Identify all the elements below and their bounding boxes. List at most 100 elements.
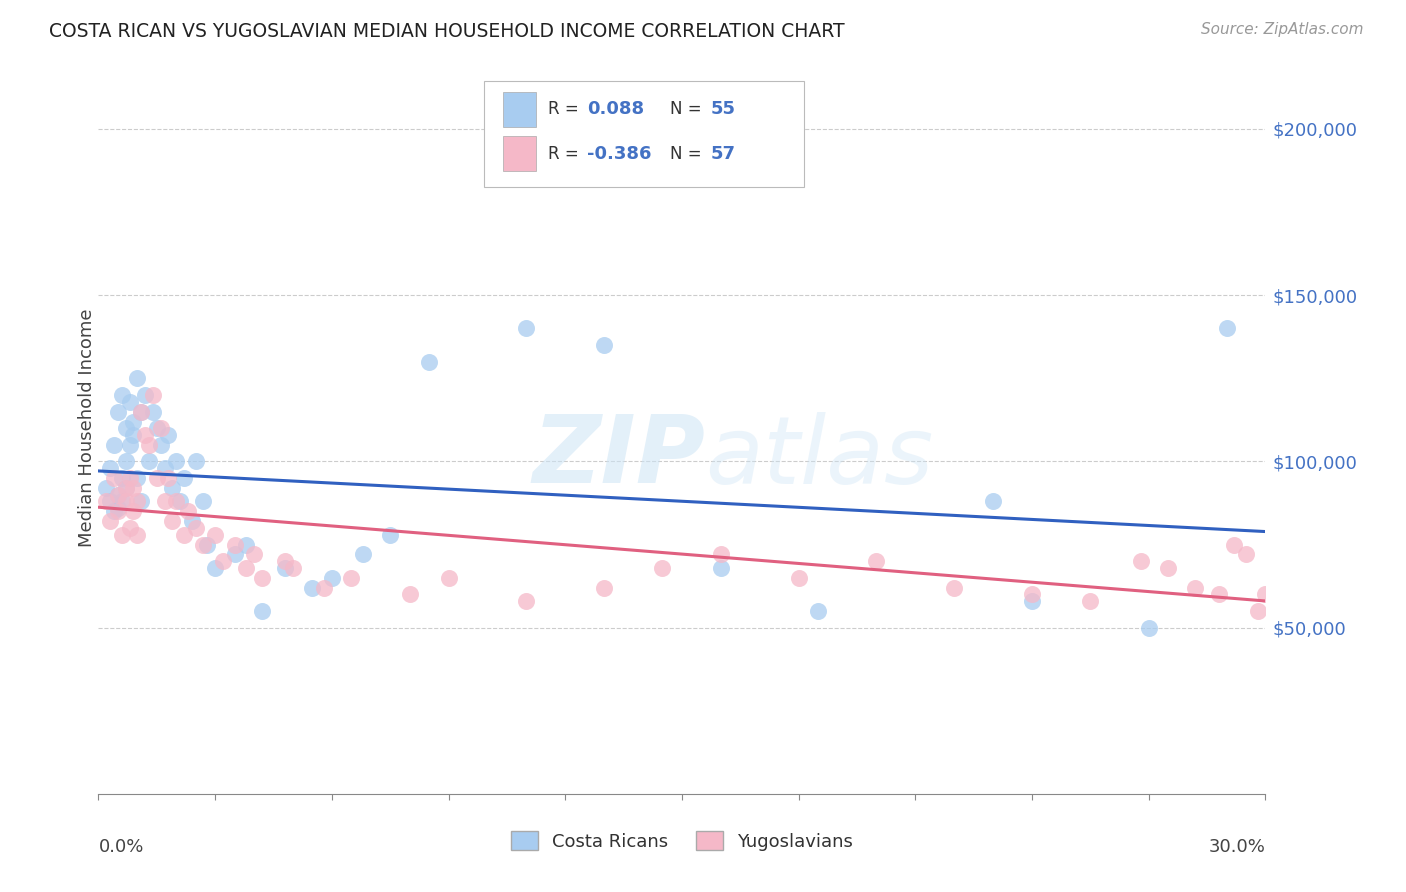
Point xyxy=(111,494,134,508)
Point xyxy=(153,494,176,508)
Point xyxy=(184,454,207,468)
Point xyxy=(1137,621,1160,635)
Text: R =: R = xyxy=(548,100,583,119)
Text: COSTA RICAN VS YUGOSLAVIAN MEDIAN HOUSEHOLD INCOME CORRELATION CHART: COSTA RICAN VS YUGOSLAVIAN MEDIAN HOUSEH… xyxy=(49,22,845,41)
Point xyxy=(274,561,297,575)
Point xyxy=(787,571,810,585)
Point xyxy=(312,581,335,595)
Point xyxy=(114,481,136,495)
Point xyxy=(153,461,176,475)
Point xyxy=(301,581,323,595)
Point xyxy=(111,388,134,402)
Point xyxy=(134,427,156,442)
Text: atlas: atlas xyxy=(706,412,934,503)
Point xyxy=(1254,587,1277,601)
Text: 0.088: 0.088 xyxy=(588,100,644,119)
Point xyxy=(1080,594,1102,608)
Point xyxy=(865,554,887,568)
Point xyxy=(138,454,160,468)
Point xyxy=(107,404,129,418)
Text: 0.0%: 0.0% xyxy=(98,838,143,855)
Point xyxy=(173,527,195,541)
Point xyxy=(177,504,200,518)
Point xyxy=(138,438,160,452)
Point xyxy=(146,471,169,485)
Text: ZIP: ZIP xyxy=(533,411,706,503)
Point xyxy=(127,371,149,385)
Point xyxy=(710,548,733,562)
Point xyxy=(127,494,149,508)
Point xyxy=(204,527,226,541)
Point xyxy=(1208,587,1230,601)
Point xyxy=(107,488,129,502)
Point xyxy=(195,537,218,551)
Point xyxy=(107,504,129,518)
Point xyxy=(807,604,830,618)
Point xyxy=(149,438,172,452)
Point xyxy=(98,494,121,508)
Text: 55: 55 xyxy=(711,100,737,119)
Point xyxy=(418,354,440,368)
Point xyxy=(96,494,118,508)
Point xyxy=(212,554,235,568)
FancyBboxPatch shape xyxy=(503,92,536,127)
Point xyxy=(1234,548,1257,562)
Point xyxy=(710,561,733,575)
Point xyxy=(103,438,125,452)
Point xyxy=(437,571,460,585)
Point xyxy=(173,471,195,485)
Point xyxy=(250,604,273,618)
Point xyxy=(1184,581,1206,595)
Point xyxy=(235,537,257,551)
Text: R =: R = xyxy=(548,145,583,162)
Point xyxy=(193,537,215,551)
Point xyxy=(96,481,118,495)
Point xyxy=(321,571,343,585)
Point xyxy=(111,527,134,541)
Point xyxy=(1157,561,1180,575)
Point xyxy=(114,421,136,435)
Point xyxy=(157,427,180,442)
Y-axis label: Median Household Income: Median Household Income xyxy=(79,309,96,548)
Text: 30.0%: 30.0% xyxy=(1209,838,1265,855)
Point xyxy=(111,471,134,485)
Point xyxy=(162,514,184,528)
Point xyxy=(142,388,165,402)
Point xyxy=(142,404,165,418)
Point xyxy=(122,504,145,518)
Point xyxy=(165,454,187,468)
Point xyxy=(243,548,266,562)
Point xyxy=(157,471,180,485)
Point xyxy=(169,494,191,508)
Text: Source: ZipAtlas.com: Source: ZipAtlas.com xyxy=(1201,22,1364,37)
Point xyxy=(149,421,172,435)
Point xyxy=(515,594,537,608)
Point xyxy=(235,561,257,575)
Point xyxy=(943,581,966,595)
Point xyxy=(398,587,420,601)
Point xyxy=(122,427,145,442)
Point xyxy=(352,548,374,562)
FancyBboxPatch shape xyxy=(484,81,804,186)
Point xyxy=(127,527,149,541)
Text: 57: 57 xyxy=(711,145,737,162)
Point xyxy=(250,571,273,585)
Point xyxy=(204,561,226,575)
Point xyxy=(98,514,121,528)
Point xyxy=(593,338,616,352)
Point xyxy=(134,388,156,402)
Point xyxy=(129,404,152,418)
Point xyxy=(118,394,141,409)
Point xyxy=(114,454,136,468)
Point xyxy=(1246,604,1268,618)
Point xyxy=(118,438,141,452)
Point xyxy=(1215,321,1237,335)
Point xyxy=(129,404,152,418)
Text: -0.386: -0.386 xyxy=(588,145,652,162)
Point xyxy=(114,494,136,508)
Point xyxy=(107,500,129,515)
Point xyxy=(165,494,187,508)
Point xyxy=(651,561,673,575)
Point xyxy=(122,481,145,495)
Point xyxy=(1129,554,1152,568)
